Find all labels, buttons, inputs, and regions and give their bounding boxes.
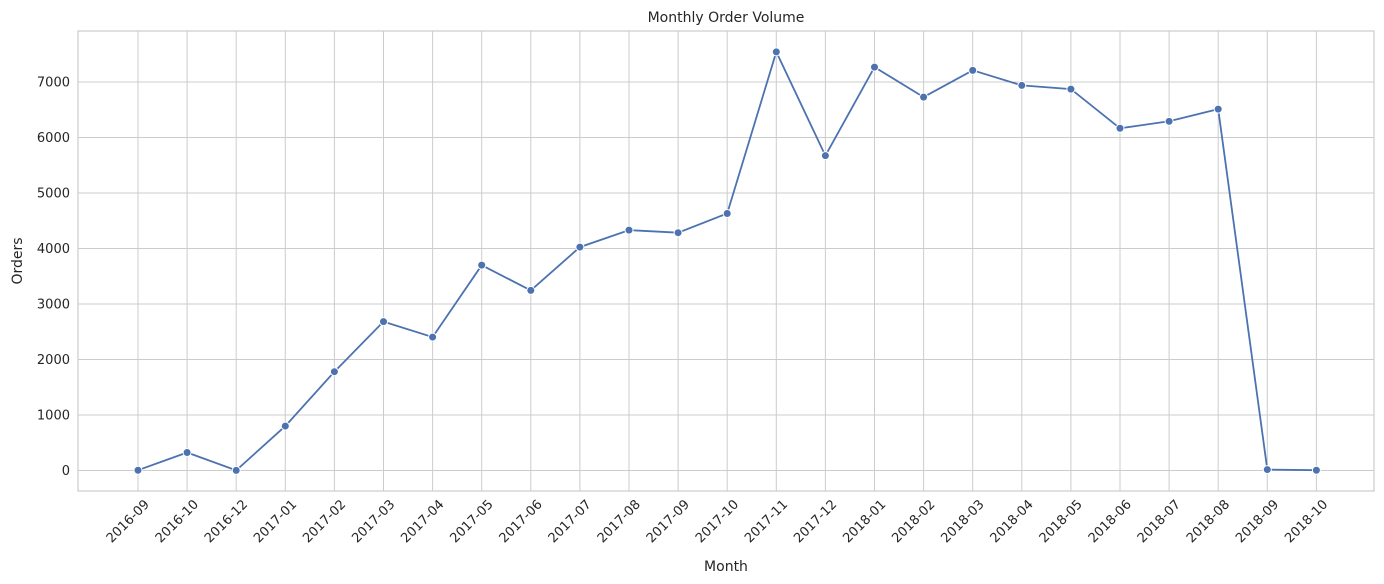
data-point xyxy=(1164,116,1174,126)
grid-layer xyxy=(78,31,1374,491)
x-tick-label: 2017-10 xyxy=(693,497,742,546)
y-tick-label: 4000 xyxy=(37,242,70,257)
data-point xyxy=(968,65,978,75)
series-layer xyxy=(133,47,1321,475)
x-tick-label: 2017-11 xyxy=(742,497,791,546)
x-tick-label: 2017-07 xyxy=(546,497,595,546)
data-point xyxy=(575,242,585,252)
data-point xyxy=(526,285,536,295)
data-point xyxy=(1115,123,1125,133)
data-point xyxy=(722,209,732,219)
data-point xyxy=(182,447,192,457)
x-tick-label: 2017-05 xyxy=(448,497,497,546)
data-point xyxy=(870,62,879,72)
x-tick-label: 2018-01 xyxy=(840,497,889,546)
y-tick-label: 5000 xyxy=(37,187,70,202)
data-point xyxy=(379,317,388,327)
x-tick-labels: 2016-09 2016-10 2016-12 2017-01 2017-02 2017-… xyxy=(104,497,1331,546)
x-tick-label: 2018-05 xyxy=(1037,497,1086,546)
x-tick-label: 2017-01 xyxy=(251,497,300,546)
y-tick-labels: 0 1000 2000 3000 4000 5000 6000 7000 xyxy=(37,76,70,479)
data-point xyxy=(231,465,241,475)
x-tick-label: 2018-07 xyxy=(1135,497,1184,546)
y-tick-label: 3000 xyxy=(37,298,70,313)
data-point xyxy=(919,92,929,102)
x-tick-label: 2017-06 xyxy=(497,497,546,546)
x-tick-label: 2016-10 xyxy=(153,497,202,546)
y-axis-label: Orders xyxy=(10,237,26,284)
x-tick-label: 2018-02 xyxy=(889,497,938,546)
data-point xyxy=(477,260,487,270)
data-point xyxy=(624,225,634,235)
x-tick-label: 2018-06 xyxy=(1086,497,1135,546)
data-point xyxy=(1017,80,1027,90)
y-tick-label: 0 xyxy=(62,464,70,479)
data-point xyxy=(428,332,438,342)
data-point xyxy=(1066,84,1076,94)
x-tick-label: 2017-03 xyxy=(349,497,398,546)
x-tick-label: 2017-09 xyxy=(644,497,693,546)
plot-frame xyxy=(77,30,1375,492)
x-tick-label: 2018-03 xyxy=(939,497,988,546)
data-point xyxy=(771,47,781,57)
y-tick-label: 7000 xyxy=(37,76,70,91)
y-tick-label: 6000 xyxy=(37,131,70,146)
data-point xyxy=(1311,465,1321,475)
data-point xyxy=(133,465,143,475)
chart-title: Monthly Order Volume xyxy=(648,10,805,26)
x-tick-label: 2018-09 xyxy=(1233,497,1282,546)
x-axis-label: Month xyxy=(704,559,748,575)
data-point xyxy=(1262,465,1272,475)
data-point xyxy=(820,151,830,161)
x-tick-label: 2017-02 xyxy=(300,497,349,546)
x-tick-label: 2018-08 xyxy=(1184,497,1233,546)
y-tick-label: 2000 xyxy=(37,353,70,368)
x-tick-label: 2017-12 xyxy=(791,497,840,546)
x-tick-label: 2018-04 xyxy=(988,497,1037,546)
data-point xyxy=(673,228,683,238)
x-tick-label: 2016-12 xyxy=(202,497,251,546)
data-point xyxy=(329,367,339,377)
data-point xyxy=(1213,104,1223,114)
y-tick-label: 1000 xyxy=(37,408,70,423)
x-tick-label: 2018-10 xyxy=(1282,497,1331,546)
data-point xyxy=(280,421,290,431)
x-tick-label: 2016-09 xyxy=(104,497,153,546)
x-tick-label: 2017-04 xyxy=(398,497,447,546)
x-tick-label: 2017-08 xyxy=(595,497,644,546)
